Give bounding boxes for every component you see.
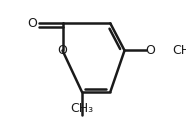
Text: CH₃: CH₃ [172,44,186,57]
Text: O: O [27,17,37,30]
Text: O: O [58,44,68,57]
Text: O: O [145,44,155,57]
Text: CH₃: CH₃ [70,102,93,115]
